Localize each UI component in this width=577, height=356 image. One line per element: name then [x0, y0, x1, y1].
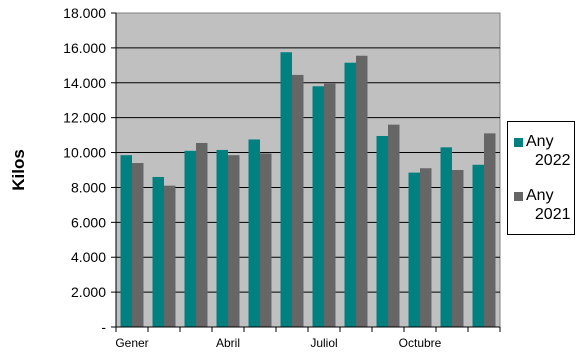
bar — [248, 139, 260, 327]
bar — [408, 172, 420, 327]
legend-swatch — [514, 138, 523, 147]
x-tick-label: Juliol — [310, 336, 337, 350]
x-tick-label: Octubre — [399, 336, 442, 350]
y-axis-label: Kilos — [9, 149, 28, 191]
bar — [440, 147, 452, 327]
legend: Any 2022 Any 2021 — [507, 121, 575, 235]
gridlines — [116, 47, 500, 293]
y-tick-label: 16.000 — [63, 40, 106, 56]
bar — [344, 62, 356, 327]
bar — [280, 52, 292, 327]
bar — [420, 168, 432, 327]
legend-item-label: Any 2022 — [526, 133, 571, 169]
plot-area — [115, 12, 501, 328]
bars — [120, 52, 496, 328]
y-tick-label: - — [101, 319, 106, 335]
bar — [356, 55, 368, 327]
bar — [132, 163, 144, 327]
axes — [111, 12, 501, 332]
y-tick-labels: - 2.000 4.000 6.000 8.000 10.000 12.000 14.000 1… — [63, 5, 106, 335]
bar — [376, 135, 388, 327]
bar — [216, 149, 228, 327]
bar — [120, 155, 132, 327]
bar — [152, 176, 164, 327]
bar — [164, 185, 176, 327]
y-tick-label: 6.000 — [71, 214, 106, 230]
y-tick-label: 18.000 — [63, 5, 106, 21]
bar — [184, 150, 196, 327]
bar — [472, 164, 484, 327]
y-tick-label: 10.000 — [63, 145, 106, 161]
legend-item-label: Any 2021 — [526, 187, 571, 223]
bar — [260, 153, 272, 327]
bar — [452, 170, 464, 327]
y-tick-label: 4.000 — [71, 249, 106, 265]
y-tick-label: 12.000 — [63, 110, 106, 126]
bar — [292, 74, 304, 327]
bar — [312, 86, 324, 328]
y-tick-label: 2.000 — [71, 284, 106, 300]
y-tick-label: 14.000 — [63, 75, 106, 91]
bar — [196, 142, 208, 327]
bar — [228, 155, 240, 327]
y-tick-label: 8.000 — [71, 179, 106, 195]
legend-swatch — [514, 192, 523, 201]
bar — [388, 124, 400, 328]
bar — [324, 83, 336, 328]
x-tick-label: Abril — [216, 336, 240, 350]
x-tick-label: Gener — [115, 336, 148, 350]
bar — [484, 133, 496, 327]
x-tick-labels: Gener Abril Juliol Octubre — [115, 336, 441, 350]
